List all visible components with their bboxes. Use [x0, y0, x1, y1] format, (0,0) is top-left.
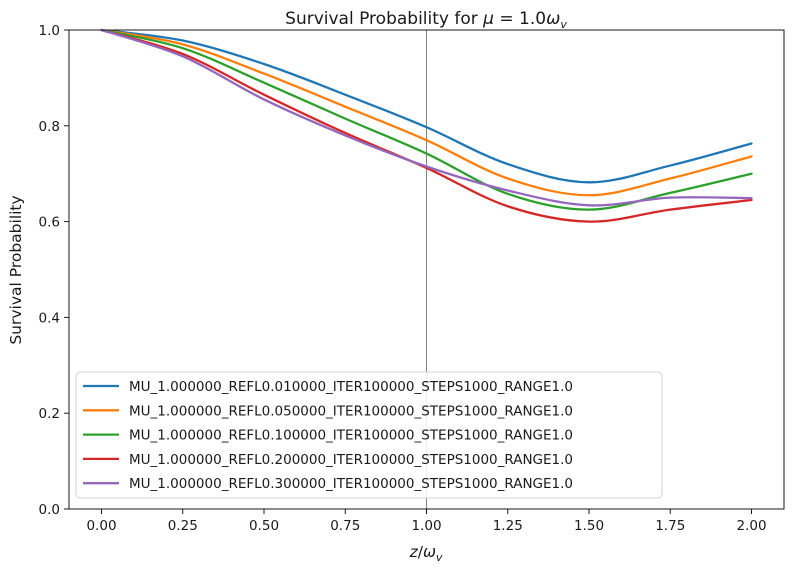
- x-tick-label: 0.25: [168, 518, 198, 534]
- y-tick-label: 0.8: [39, 119, 60, 135]
- y-tick-label: 0.6: [39, 215, 60, 231]
- y-axis-label: Survival Probability: [7, 195, 25, 344]
- x-tick-label: 1.75: [655, 518, 685, 534]
- legend-box: [75, 371, 663, 499]
- y-tick-label: 0.0: [39, 502, 60, 518]
- legend-label-4: MU_1.000000_REFL0.200000_ITER100000_STEP…: [129, 452, 573, 468]
- y-tick-label: 0.4: [39, 310, 60, 326]
- plot-area: 0.00 0.25 0.50 0.75 1.00 1.25 1.50 1.75 2.00 0.0 0…: [39, 23, 785, 534]
- series-line-1: [100, 28, 753, 184]
- x-tick-label: 1.00: [411, 518, 441, 534]
- series-line-5: [100, 28, 753, 207]
- x-tick-label: 0.00: [86, 518, 116, 534]
- legend-label-2: MU_1.000000_REFL0.050000_ITER100000_STEP…: [129, 403, 573, 419]
- legend-label-3: MU_1.000000_REFL0.100000_ITER100000_STEP…: [129, 428, 573, 444]
- legend-label-5: MU_1.000000_REFL0.300000_ITER100000_STEP…: [129, 476, 573, 492]
- x-tick-label: 1.25: [493, 518, 523, 534]
- x-axis-label: z/ωv: [409, 543, 443, 564]
- legend: MU_1.000000_REFL0.010000_ITER100000_STEP…: [75, 371, 663, 499]
- x-tick-label: 0.50: [249, 518, 279, 534]
- y-tick-label: 1.0: [39, 23, 60, 39]
- x-tick-label: 0.75: [330, 518, 360, 534]
- chart-title: Survival Probability for μ = 1.0ωv: [285, 9, 567, 31]
- series-line-4: [100, 28, 753, 223]
- series-line-2: [100, 28, 753, 197]
- x-tick-label: 2.00: [736, 518, 766, 534]
- legend-label-1: MU_1.000000_REFL0.010000_ITER100000_STEP…: [129, 379, 573, 395]
- x-tick-label: 1.50: [574, 518, 604, 534]
- y-tick-label: 0.2: [39, 406, 60, 422]
